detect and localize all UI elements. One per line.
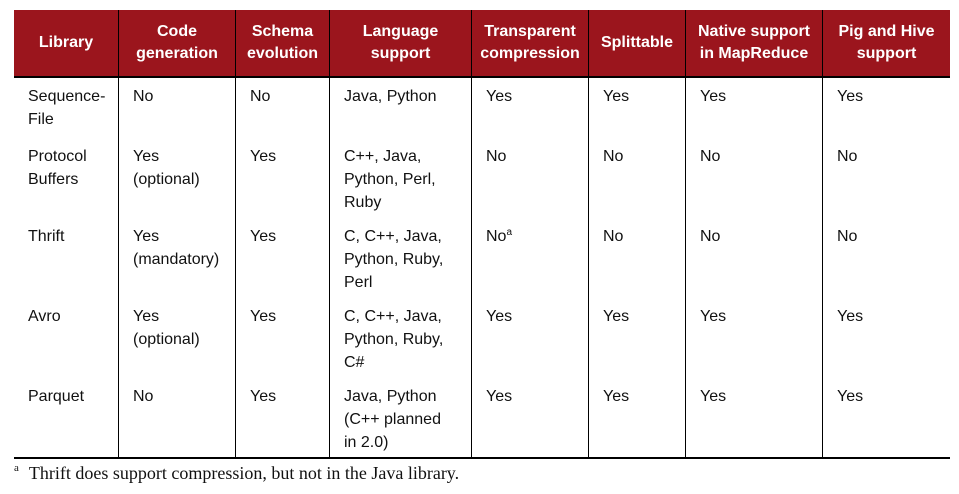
cell-pig-hive: Yes bbox=[822, 298, 950, 378]
cell-splittable: No bbox=[588, 138, 686, 218]
cell-native-mapreduce: No bbox=[685, 218, 823, 298]
table-row: Sequence- File No No Java, Python Yes Yes… bbox=[14, 77, 950, 138]
cell-native-mapreduce: Yes bbox=[685, 298, 823, 378]
cell-library: Protocol Buffers bbox=[28, 148, 87, 188]
comparison-table: Library Code generation Schema evolution L… bbox=[14, 10, 950, 459]
cell-language-support: Java, Python bbox=[329, 77, 472, 138]
header-language-support: Language support bbox=[329, 10, 472, 78]
cell-schema-evolution: Yes bbox=[235, 298, 330, 378]
cell-code-generation: No bbox=[118, 378, 236, 459]
cell-pig-hive: No bbox=[822, 138, 950, 218]
cell-language-support: C, C++, Java, Python, Ruby, C# bbox=[329, 298, 472, 378]
cell-library: Sequence- File bbox=[28, 88, 106, 128]
cell-language-support: C, C++, Java, Python, Ruby, Perl bbox=[329, 218, 472, 298]
cell-schema-evolution: Yes bbox=[235, 378, 330, 459]
cell-native-mapreduce: Yes bbox=[685, 378, 823, 459]
cell-transparent-compression: No bbox=[471, 138, 589, 218]
header-schema-evolution: Schema evolution bbox=[235, 10, 330, 78]
footnote-marker: a bbox=[14, 462, 19, 474]
table-row: Avro Yes (optional) Yes C, C++, Java, Pyth… bbox=[14, 298, 950, 378]
table-row: Thrift Yes (mandatory) Yes C, C++, Java, P… bbox=[14, 218, 950, 298]
table-row: Parquet No Yes Java, Python (C++ planned i… bbox=[14, 378, 950, 459]
header-splittable: Splittable bbox=[588, 10, 686, 78]
cell-code-generation: Yes (optional) bbox=[118, 138, 236, 218]
cell-native-mapreduce: Yes bbox=[685, 77, 823, 138]
header-native-mapreduce: Native support in MapReduce bbox=[685, 10, 823, 78]
cell-schema-evolution: Yes bbox=[235, 138, 330, 218]
header-code-generation: Code generation bbox=[118, 10, 236, 78]
cell-transparent-compression: Yes bbox=[471, 298, 589, 378]
cell-schema-evolution: Yes bbox=[235, 218, 330, 298]
cell-splittable: No bbox=[588, 218, 686, 298]
cell-splittable: Yes bbox=[588, 298, 686, 378]
cell-splittable: Yes bbox=[588, 77, 686, 138]
footnote-text: Thrift does support compression, but not… bbox=[28, 463, 460, 483]
header-transparent-compression: Transparent compression bbox=[471, 10, 589, 78]
table-footnote: a Thrift does support compression, but no… bbox=[14, 463, 459, 484]
header-library: Library bbox=[14, 10, 119, 78]
cell-pig-hive: No bbox=[822, 218, 950, 298]
cell-pig-hive: Yes bbox=[822, 378, 950, 459]
header-pig-hive: Pig and Hive support bbox=[822, 10, 950, 78]
cell-code-generation: Yes (mandatory) bbox=[118, 218, 236, 298]
cell-library: Avro bbox=[28, 308, 61, 325]
cell-language-support: C++, Java, Python, Perl, Ruby bbox=[329, 138, 472, 218]
cell-pig-hive: Yes bbox=[822, 77, 950, 138]
cell-code-generation: No bbox=[118, 77, 236, 138]
cell-transparent-compression: Noa bbox=[471, 218, 589, 298]
cell-schema-evolution: No bbox=[235, 77, 330, 138]
header-row: Library Code generation Schema evolution L… bbox=[14, 10, 950, 78]
cell-code-generation: Yes (optional) bbox=[118, 298, 236, 378]
cell-native-mapreduce: No bbox=[685, 138, 823, 218]
cell-library: Thrift bbox=[28, 228, 65, 245]
footnote-marker: a bbox=[506, 227, 513, 238]
cell-transparent-compression: Yes bbox=[471, 378, 589, 459]
cell-transparent-compression: Yes bbox=[471, 77, 589, 138]
cell-splittable: Yes bbox=[588, 378, 686, 459]
table-row: Protocol Buffers Yes (optional) Yes C++, J… bbox=[14, 138, 950, 218]
cell-language-support: Java, Python (C++ planned in 2.0) bbox=[329, 378, 472, 459]
cell-library: Parquet bbox=[14, 378, 119, 459]
